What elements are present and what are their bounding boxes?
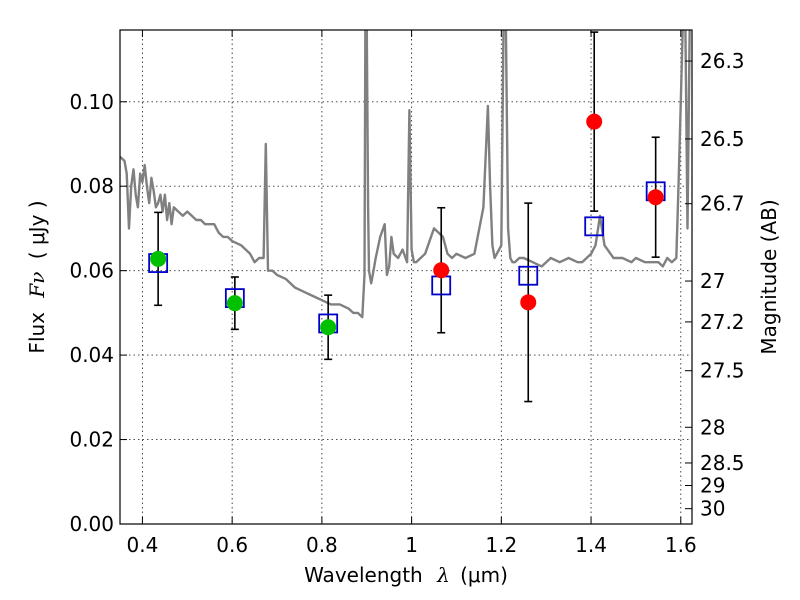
model-box-4 (518, 265, 539, 286)
y-tick-label-1: 0.02 (69, 428, 114, 452)
y2-tick-label-1: 26.5 (700, 127, 745, 151)
y-tick-label-3: 0.06 (69, 259, 114, 283)
y-axis-title-symbol: Fν (25, 272, 49, 299)
y-axis-left: 0.00 0.02 0.04 0.06 0.08 0.10 (69, 90, 127, 536)
y2-tick-label-7: 28.5 (700, 451, 745, 475)
y2-tick-label-8: 29 (700, 473, 725, 497)
y2-tick-label-3: 27 (700, 269, 725, 293)
x-tick-label-6: 1.6 (665, 533, 697, 557)
green-point-0 (150, 250, 167, 267)
y-axis-title: Flux Fν ( μJy ) (25, 200, 49, 353)
x-tick-label-4: 1.2 (485, 533, 517, 557)
y2-tick-label-9: 30 (700, 497, 725, 521)
x-tick-label-0: 0.4 (127, 533, 159, 557)
y-tick-label-0: 0.00 (69, 512, 114, 536)
y2-tick-label-6: 28 (700, 415, 725, 439)
y-tick-label-2: 0.04 (69, 343, 114, 367)
red-point-1 (520, 294, 537, 311)
y2-axis-title: Magnitude (AB) (757, 199, 781, 354)
y-tick-label-5: 0.10 (69, 90, 114, 114)
spectrum-line (120, 30, 691, 319)
x-axis: 0.4 0.6 0.8 1 1.2 1.4 1.6 (127, 30, 697, 557)
y2-tick-label-2: 26.7 (700, 192, 745, 216)
x-tick-label-2: 0.8 (306, 533, 338, 557)
red-point-3 (647, 189, 664, 206)
errorbar-layer (154, 31, 660, 403)
x-tick-label-5: 1.4 (575, 533, 607, 557)
x-axis-title-unit: (μm) (460, 563, 508, 587)
y2-tick-label-0: 26.3 (700, 49, 745, 73)
x-axis-title-text: Wavelength (304, 563, 423, 587)
y2-tick-label-4: 27.2 (700, 310, 745, 334)
model-box-5 (584, 216, 605, 237)
x-axis-title: Wavelength λ (μm) (304, 563, 508, 587)
y-tick-label-4: 0.08 (69, 174, 114, 198)
y-axis-title-unit: ( μJy ) (25, 200, 49, 259)
x-tick-label-1: 0.6 (216, 533, 248, 557)
y-axis-title-text: Flux (25, 312, 49, 354)
plot-area (120, 30, 691, 403)
x-axis-title-symbol: λ (436, 563, 450, 587)
data-point-layer (150, 113, 664, 336)
spectrum-layer (120, 30, 691, 319)
red-point-2 (586, 113, 603, 130)
green-point-2 (320, 319, 337, 336)
plot-frame (119, 29, 693, 525)
x-tick-label-3: 1 (405, 533, 418, 557)
red-point-0 (433, 262, 450, 279)
y2-tick-label-5: 27.5 (700, 359, 745, 383)
green-point-1 (226, 295, 243, 312)
